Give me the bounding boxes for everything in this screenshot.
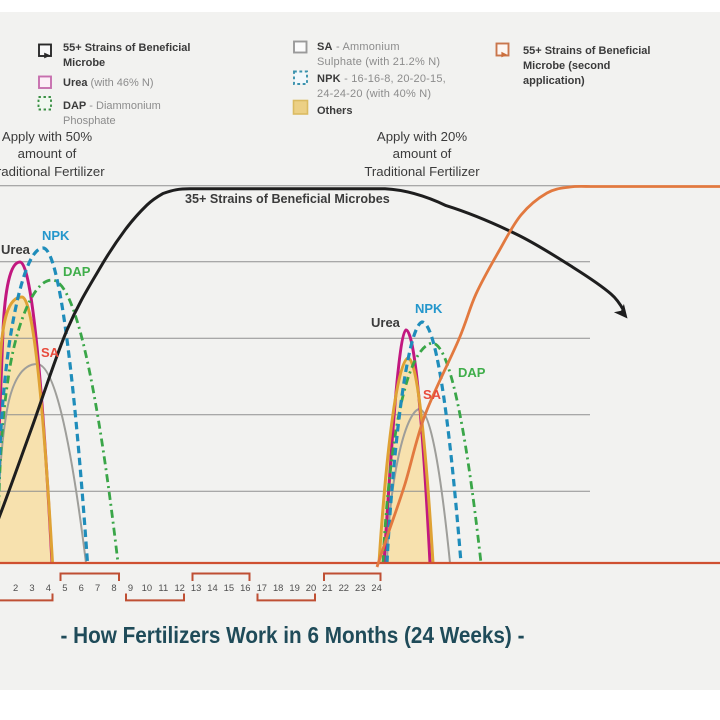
svg-text:23: 23 [355,582,365,593]
svg-text:12: 12 [174,582,184,593]
svg-text:4: 4 [46,582,51,593]
svg-text:22: 22 [339,582,349,593]
svg-text:18: 18 [273,582,283,593]
svg-text:21: 21 [322,582,332,593]
svg-text:24: 24 [371,582,381,593]
svg-text:5: 5 [62,582,67,593]
svg-text:17: 17 [257,582,267,593]
svg-text:9: 9 [128,582,133,593]
svg-text:11: 11 [158,582,168,593]
svg-text:6: 6 [79,582,84,593]
svg-text:15: 15 [224,582,234,593]
svg-text:8: 8 [111,582,116,593]
svg-text:2: 2 [13,582,18,593]
svg-text:14: 14 [207,582,217,593]
svg-text:20: 20 [306,582,316,593]
svg-text:3: 3 [29,582,34,593]
svg-text:16: 16 [240,582,250,593]
svg-text:7: 7 [95,582,100,593]
svg-text:19: 19 [289,582,299,593]
svg-text:10: 10 [142,582,152,593]
svg-text:13: 13 [191,582,201,593]
